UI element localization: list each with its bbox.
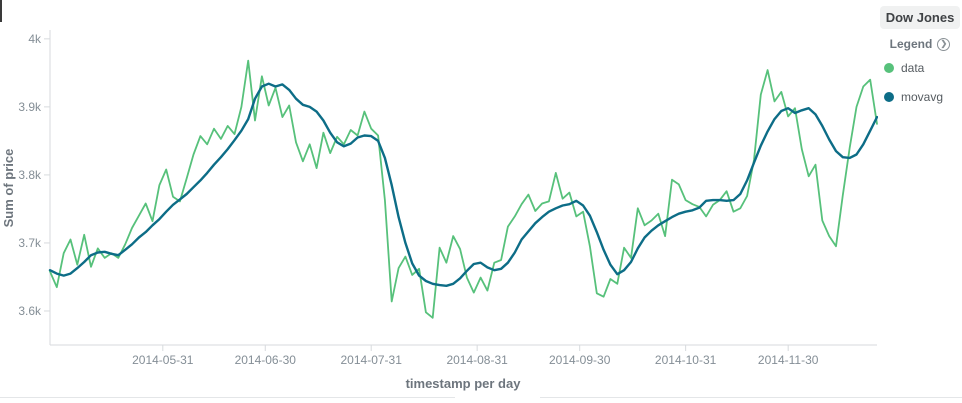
x-tick-label: 2014-09-30 [549,353,611,367]
legend-header-label: Legend [889,37,933,51]
plot-area: 4k 3.9k 3.8k 3.7k 3.6k 2014-05-31 2014-06-30 20… [18,30,879,367]
x-tick-label: 2014-07-31 [341,353,403,367]
legend-header: Legend ❯ [878,37,962,51]
movavg-series-swatch [884,92,894,102]
legend-item-movavg[interactable]: movavg [884,90,962,104]
x-tick-label: 2014-06-30 [235,353,297,367]
legend-item-label: movavg [901,90,944,104]
data-series-swatch [884,63,894,73]
panel-title: Dow Jones [880,6,960,29]
x-tick-label: 2014-08-31 [446,353,508,367]
legend-items: data movavg [884,61,962,104]
y-axis-title: Sum of price [1,149,16,228]
x-tick-label: 2014-05-31 [132,353,194,367]
movavg-series-line[interactable] [48,82,879,287]
x-tick-label: 2014-11-30 [758,353,819,367]
legend-item-data[interactable]: data [884,61,962,75]
y-tick-label: 3.8k [18,168,42,182]
x-tick-label: 2014-10-31 [655,353,717,367]
y-tick-label: 3.9k [18,100,42,114]
bottom-divider-left [0,397,455,398]
chart[interactable]: 4k 3.9k 3.8k 3.7k 3.6k 2014-05-31 2014-06-30 20… [0,0,880,403]
y-tick-label: 3.7k [18,236,42,250]
x-axis-title: timestamp per day [406,376,522,391]
y-tick-label: 4k [28,32,42,46]
y-tick-label: 3.6k [18,304,42,318]
legend-toggle-icon[interactable]: ❯ [937,37,951,51]
data-series-line[interactable] [49,59,878,319]
legend-panel: Dow Jones Legend ❯ data movavg [878,0,962,403]
legend-item-label: data [901,61,925,75]
window-edge-artifact [0,0,2,22]
bottom-divider-right [540,397,962,398]
